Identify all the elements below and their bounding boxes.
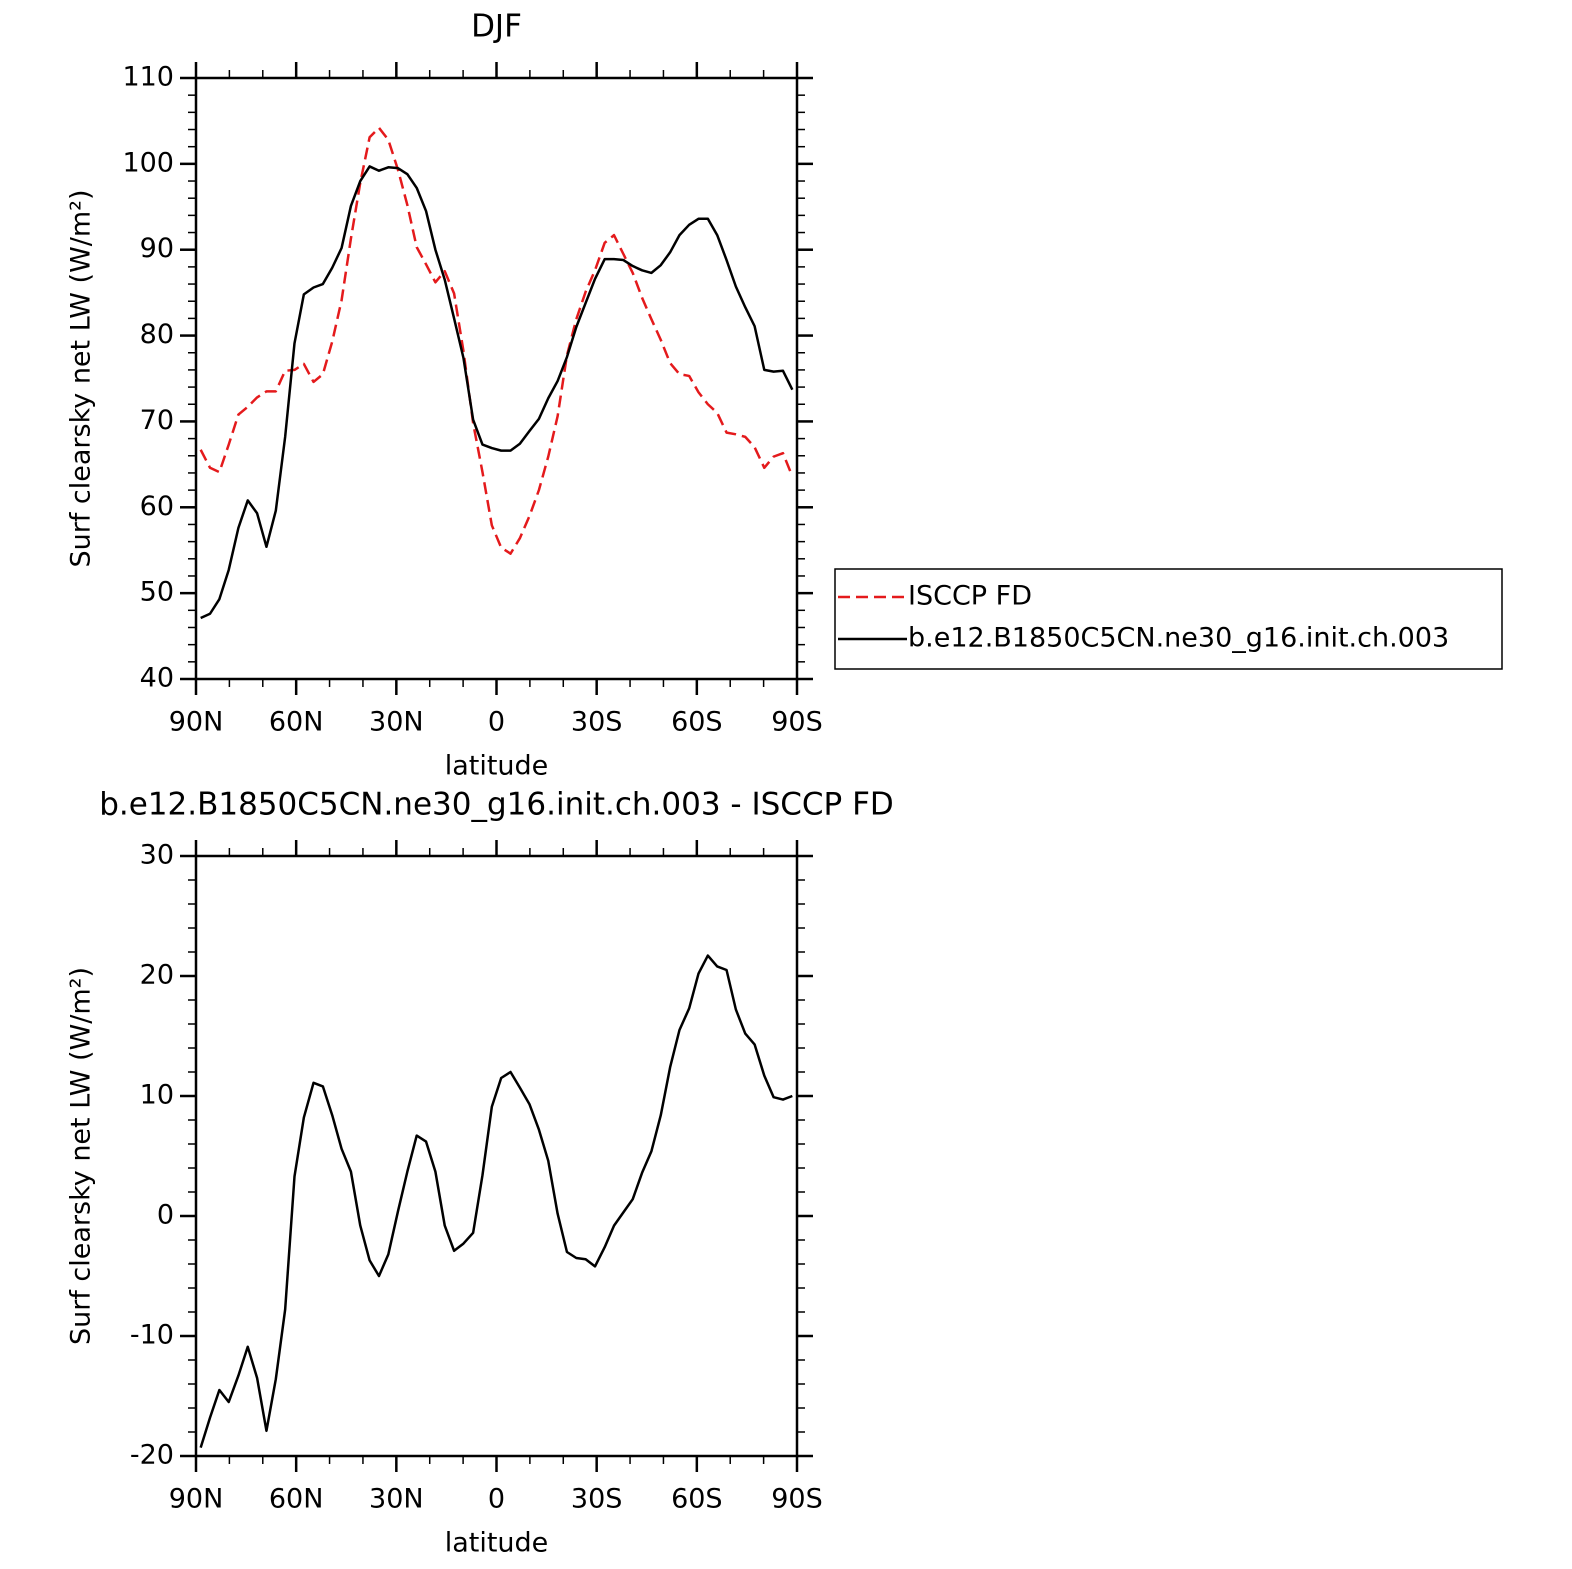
x-tick-label: 60N [269, 707, 324, 738]
plot-frame [194, 76, 799, 681]
x-tick-label: 30S [571, 1484, 623, 1515]
x-tick-label: 0 [488, 1484, 505, 1515]
data-line [200, 165, 794, 620]
data-line [199, 126, 794, 555]
y-tick-label: 70 [140, 405, 174, 436]
x-axis-label: latitude [445, 1528, 549, 1559]
y-tick-label: 60 [140, 491, 174, 522]
x-tick-label: 0 [488, 707, 505, 738]
y-tick-label: 10 [140, 1080, 174, 1111]
y-tick-label: 40 [140, 663, 174, 694]
y-tick-label: -20 [130, 1440, 174, 1471]
legend-label: b.e12.B1850C5CN.ne30_g16.init.ch.003 [908, 623, 1449, 654]
y-tick-label: -10 [130, 1320, 174, 1351]
chart-title: DJF [471, 9, 522, 45]
legend-label: ISCCP FD [908, 581, 1032, 612]
x-axis-label: latitude [445, 751, 549, 782]
y-tick-label: 80 [140, 319, 174, 350]
plot-frame [194, 854, 799, 1458]
x-tick-label: 60N [269, 1484, 324, 1515]
data-line [199, 954, 793, 1448]
x-tick-label: 90N [169, 707, 224, 738]
y-axis-label: Surf clearsky net LW (W/m²) [66, 967, 97, 1345]
x-tick-label: 60S [671, 707, 723, 738]
x-tick-label: 30N [369, 707, 424, 738]
chart-title: b.e12.B1850C5CN.ne30_g16.init.ch.003 - I… [99, 787, 894, 823]
y-tick-label: 90 [140, 233, 174, 264]
y-tick-label: 0 [157, 1200, 174, 1231]
x-tick-label: 30N [369, 1484, 424, 1515]
x-tick-label: 90S [771, 707, 823, 738]
y-tick-label: 50 [140, 577, 174, 608]
legend-box [834, 568, 1503, 670]
y-tick-label: 20 [140, 960, 174, 991]
y-tick-label: 100 [122, 147, 174, 178]
x-tick-label: 30S [571, 707, 623, 738]
x-tick-label: 60S [671, 1484, 723, 1515]
y-tick-label: 30 [140, 840, 174, 871]
y-axis-label: Surf clearsky net LW (W/m²) [66, 189, 97, 567]
x-tick-label: 90N [169, 1484, 224, 1515]
x-tick-label: 90S [771, 1484, 823, 1515]
y-tick-label: 110 [122, 62, 174, 93]
